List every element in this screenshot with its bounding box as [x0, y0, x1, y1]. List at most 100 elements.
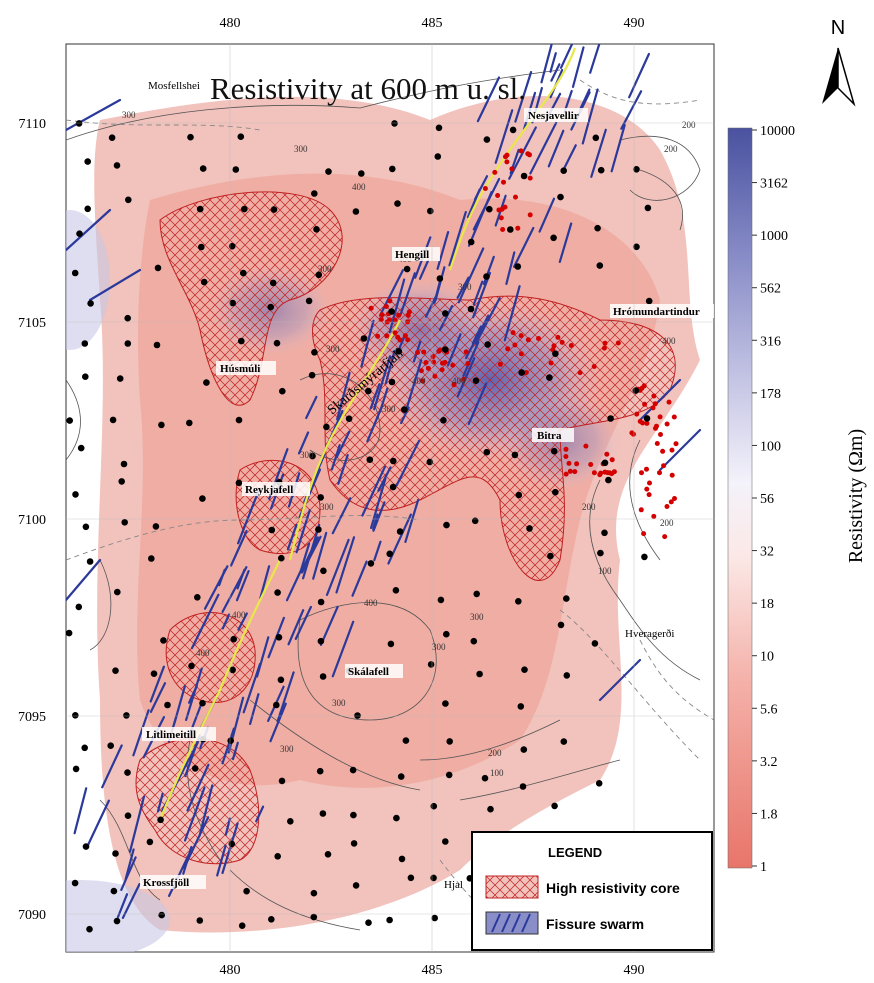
y-tick-7090: 7090 [18, 908, 46, 923]
hot-spot [644, 420, 650, 426]
hot-spot [669, 472, 675, 478]
station-dot [160, 637, 167, 644]
station-dot [354, 712, 361, 719]
station-dot [113, 917, 121, 925]
station-dot [487, 805, 494, 813]
fissure-line [124, 848, 135, 881]
fissure-line [361, 465, 386, 517]
station-dot [546, 374, 553, 381]
fissure-line [373, 355, 392, 411]
station-dot [235, 479, 243, 487]
y-tick-7100: 7100 [18, 513, 46, 528]
station-dot [387, 640, 395, 648]
fissure-line [286, 523, 298, 551]
hot-spot [536, 336, 541, 341]
station-dot [391, 120, 398, 127]
fissure-line [156, 792, 164, 813]
hot-spot [504, 159, 510, 165]
hot-spot [439, 367, 445, 373]
colorbar-tick-label: 5.6 [760, 702, 778, 717]
hot-spot [563, 446, 569, 452]
fissure-line [658, 428, 702, 472]
legend-label-fissure: Fissure swarm [546, 916, 644, 932]
station-dot [278, 777, 286, 785]
x-tick-bottom-485: 485 [422, 963, 443, 978]
hot-spot [583, 443, 589, 449]
hot-spot [574, 461, 580, 467]
place-hveragerdi: Hveragerði [625, 628, 674, 640]
station-dot [116, 375, 124, 382]
place-hromundartindur: Hrómundartindur [613, 306, 700, 318]
station-dot [311, 349, 318, 356]
station-dot [75, 120, 83, 127]
station-dot [483, 136, 491, 143]
fissure-line [325, 538, 350, 597]
fissure-line [285, 562, 305, 602]
fissure-line [312, 531, 328, 580]
north-arrow-icon [822, 48, 838, 104]
fissure-line [237, 612, 248, 631]
contour-label: 300 [280, 744, 294, 754]
hot-spot [673, 441, 679, 447]
station-dot [71, 879, 79, 887]
station-dot [435, 124, 443, 132]
colorbar-tick-label: 18 [760, 597, 774, 612]
fissure-line [462, 341, 480, 377]
station-dot [476, 670, 483, 678]
hot-spot [498, 215, 504, 221]
fissure-line [305, 395, 318, 420]
north-label: N [831, 17, 845, 39]
fissure-line [395, 439, 421, 487]
fissure-line [571, 46, 585, 89]
fissure-line [610, 123, 626, 173]
station-dot [196, 917, 204, 924]
hot-spots [368, 148, 679, 540]
hot-spot [501, 179, 506, 185]
hot-spot [497, 361, 503, 367]
legend: LEGEND High resistivity core Fissure swa… [471, 831, 713, 951]
fissure-line [474, 297, 501, 345]
hot-spot [383, 304, 389, 309]
fissure-line [471, 325, 483, 345]
station-dot [86, 558, 94, 565]
hot-spot [555, 334, 561, 340]
colorbar-tick-label: 178 [760, 387, 781, 402]
station-dot [509, 126, 517, 134]
hot-spot [368, 305, 374, 311]
colorbar-tick-label: 316 [760, 334, 781, 349]
fissure-line [186, 763, 210, 812]
colorbar-tick-label: 3162 [760, 177, 788, 192]
station-dot [360, 335, 368, 342]
station-dot [71, 269, 79, 277]
colorbar-tick-label: 562 [760, 282, 781, 297]
station-dot [125, 196, 132, 204]
station-dot [550, 447, 558, 455]
north-arrow: N [822, 17, 856, 107]
station-dot [484, 341, 492, 348]
fissure-line [628, 52, 651, 99]
station-dot [511, 451, 519, 459]
fissure-line [512, 226, 535, 268]
fissure-line [620, 90, 643, 130]
station-dot [324, 851, 332, 858]
fissure-line [467, 382, 488, 426]
contour-label: 300 [294, 144, 308, 154]
station-dot [395, 348, 403, 355]
station-dot [268, 526, 276, 534]
hot-spot [512, 342, 518, 348]
station-dot [118, 478, 125, 485]
station-dot [550, 234, 557, 242]
station-dot [86, 925, 93, 933]
hot-spot [658, 432, 663, 437]
x-axis-top: 480 485 490 [220, 16, 645, 31]
station-dot [124, 340, 132, 347]
contour-label: 200 [488, 748, 502, 758]
station-dot [121, 519, 128, 526]
station-dot [72, 491, 79, 498]
station-dot [308, 371, 316, 379]
station-dot [427, 207, 434, 215]
station-dot [467, 305, 475, 313]
hot-spot [418, 368, 424, 374]
map-content: 300 300 200 200 400 400 300 300 400 300 400 300 300 2… [66, 44, 714, 952]
station-dot [110, 887, 118, 895]
